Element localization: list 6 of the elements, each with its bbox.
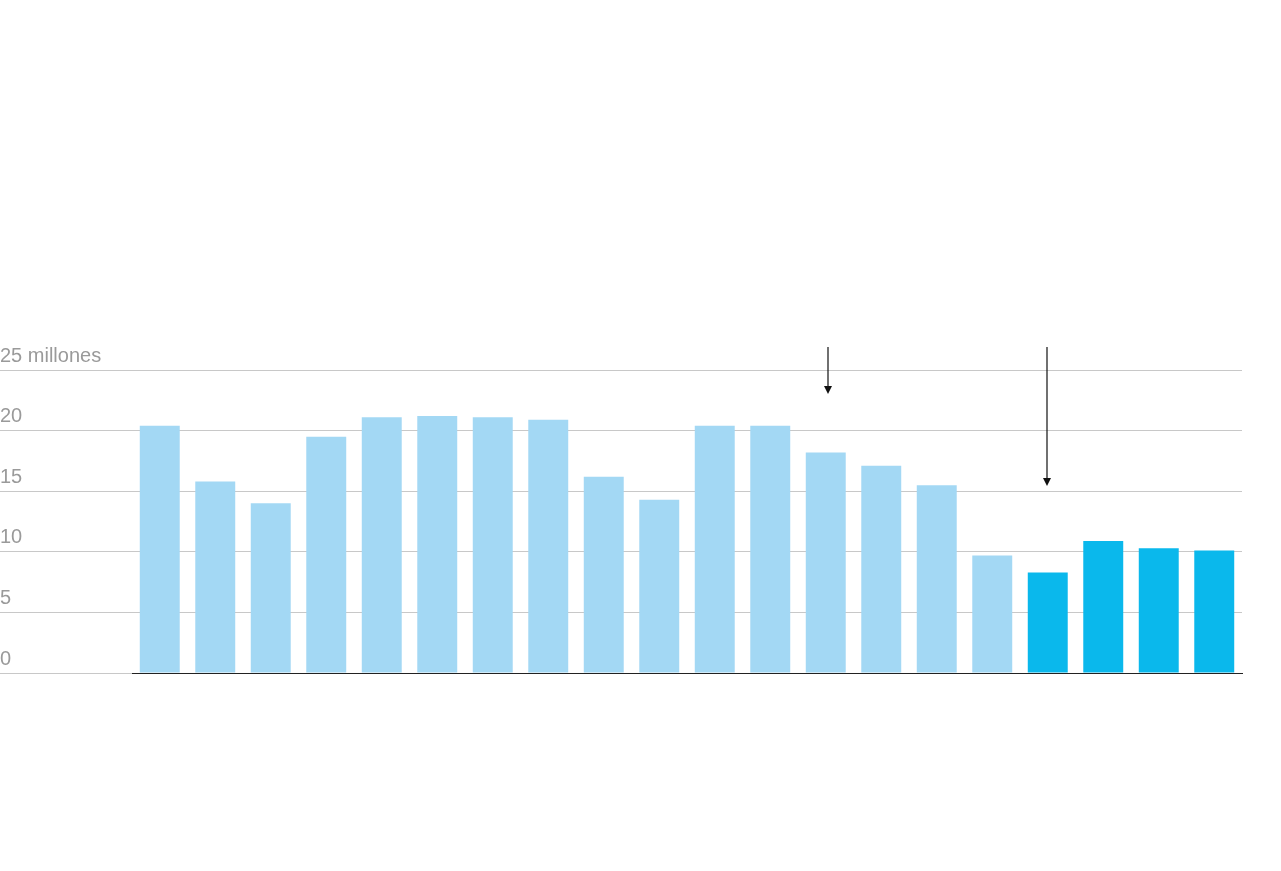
y-tick-label: 5 bbox=[0, 585, 12, 608]
y-tick-label: 0 bbox=[0, 646, 12, 669]
y-tick-label: 10 bbox=[0, 525, 23, 548]
y-tick-label: 15 bbox=[0, 464, 23, 487]
y-tick-label: 25 millones bbox=[0, 343, 102, 366]
y-tick-label: 20 bbox=[0, 404, 23, 427]
